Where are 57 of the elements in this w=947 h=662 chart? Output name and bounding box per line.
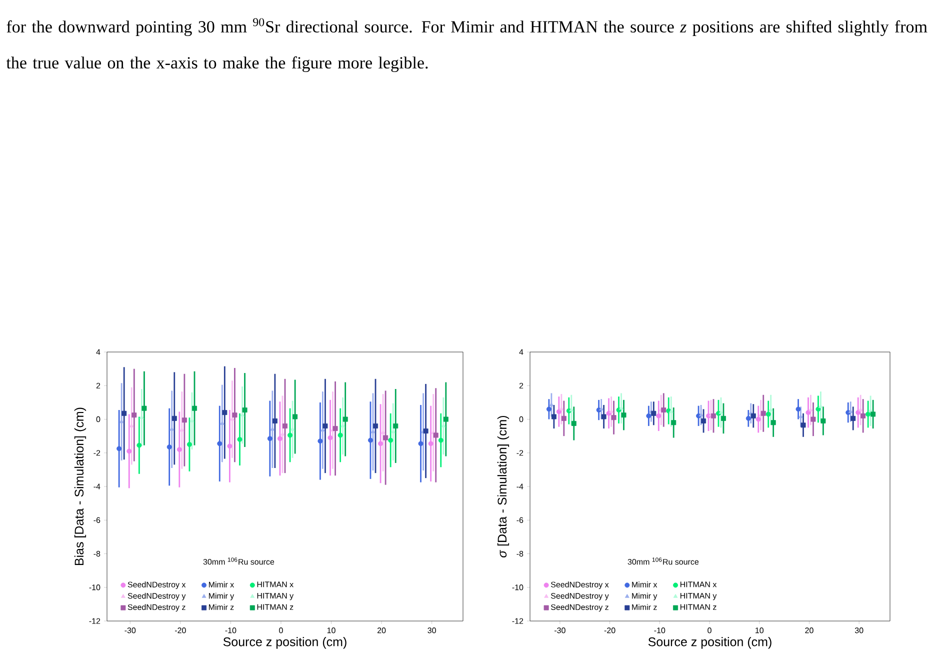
y-tick-label: -4 xyxy=(516,484,524,490)
legend-title: 30mm $^{106}$Ru source xyxy=(203,558,274,565)
legend-label: Mimir x xyxy=(632,582,658,588)
x-tick-label: 0 xyxy=(708,628,712,634)
legend-label: Mimir z xyxy=(632,604,657,610)
legend-label: Mimir y xyxy=(208,592,234,600)
x-tick-label: -20 xyxy=(604,628,616,634)
y-tick-label: -12 xyxy=(512,618,524,624)
legend-label: HITMAN y xyxy=(257,592,294,600)
legend-label: HITMAN y xyxy=(680,592,717,600)
x-tick-label: 0 xyxy=(279,628,283,634)
legend-label: HITMAN x xyxy=(257,582,294,588)
x-axis-title: Source z position (cm) xyxy=(223,637,346,649)
y-tick-label: -8 xyxy=(94,550,100,557)
x-tick-label: 30 xyxy=(854,628,864,634)
legend-label: Mimir y xyxy=(632,592,658,600)
x-tick-label: 30 xyxy=(428,628,436,634)
x-tick-label: -30 xyxy=(124,628,136,634)
y-tick-label: 0 xyxy=(519,416,524,422)
legend-label: HITMAN x xyxy=(680,582,717,588)
legend-label: Mimir z xyxy=(208,604,234,610)
y-tick-label: 4 xyxy=(96,349,100,355)
y-tick-label: -10 xyxy=(512,584,524,590)
legend-label: SeedNDestroy x xyxy=(128,582,186,589)
y-tick-label: 2 xyxy=(519,382,524,388)
legend-label: SeedNDestroy y xyxy=(128,592,186,600)
x-tick-label: -10 xyxy=(654,628,666,634)
x-tick-label: 10 xyxy=(756,628,764,634)
y-tick-label: -2 xyxy=(94,450,100,456)
x-tick-label: -10 xyxy=(225,628,236,634)
legend-label: SeedNDestroy z xyxy=(550,604,608,612)
legend-label: SeedNDestroy y xyxy=(550,592,609,600)
y-tick-label: -4 xyxy=(94,484,100,490)
legend-label: HITMAN z xyxy=(257,604,294,610)
legend-label: SeedNDestroy z xyxy=(128,604,186,612)
legend-title: 30mm $^{106}$Ru source xyxy=(628,558,699,565)
y-tick-label: 4 xyxy=(519,349,524,355)
y-tick-label: 2 xyxy=(96,382,100,388)
y-tick-label: -8 xyxy=(516,550,524,557)
text: for the downward pointing 30 mm $^{90}$Sr directional source. For Mimir and HITMAN the source z positions are shifted slightly from the true value on the x-axis to make the figure more legible. xyxy=(6,18,928,72)
x-tick-label: 20 xyxy=(378,628,386,634)
y-tick-label: -2 xyxy=(516,450,524,456)
y-axis-title: Bias [Data - Simulation] (cm) xyxy=(74,408,86,566)
x-axis-title: Source z position (cm) xyxy=(648,637,772,649)
x-tick-label: 20 xyxy=(805,628,814,634)
legend-label: SeedNDestroy x xyxy=(550,582,609,589)
y-tick-label: -6 xyxy=(516,517,524,523)
y-axis-title: σ [Data - Simulation] (cm) xyxy=(497,416,510,558)
legend-label: Mimir x xyxy=(208,582,234,588)
legend-label: HITMAN z xyxy=(680,604,716,610)
x-tick-label: -20 xyxy=(174,628,186,634)
y-tick-label: -10 xyxy=(89,584,100,590)
x-tick-label: 10 xyxy=(327,628,336,634)
x-tick-label: -30 xyxy=(554,628,566,634)
y-tick-label: -6 xyxy=(94,517,100,523)
y-tick-label: -12 xyxy=(89,618,100,624)
y-tick-label: 0 xyxy=(96,416,100,422)
